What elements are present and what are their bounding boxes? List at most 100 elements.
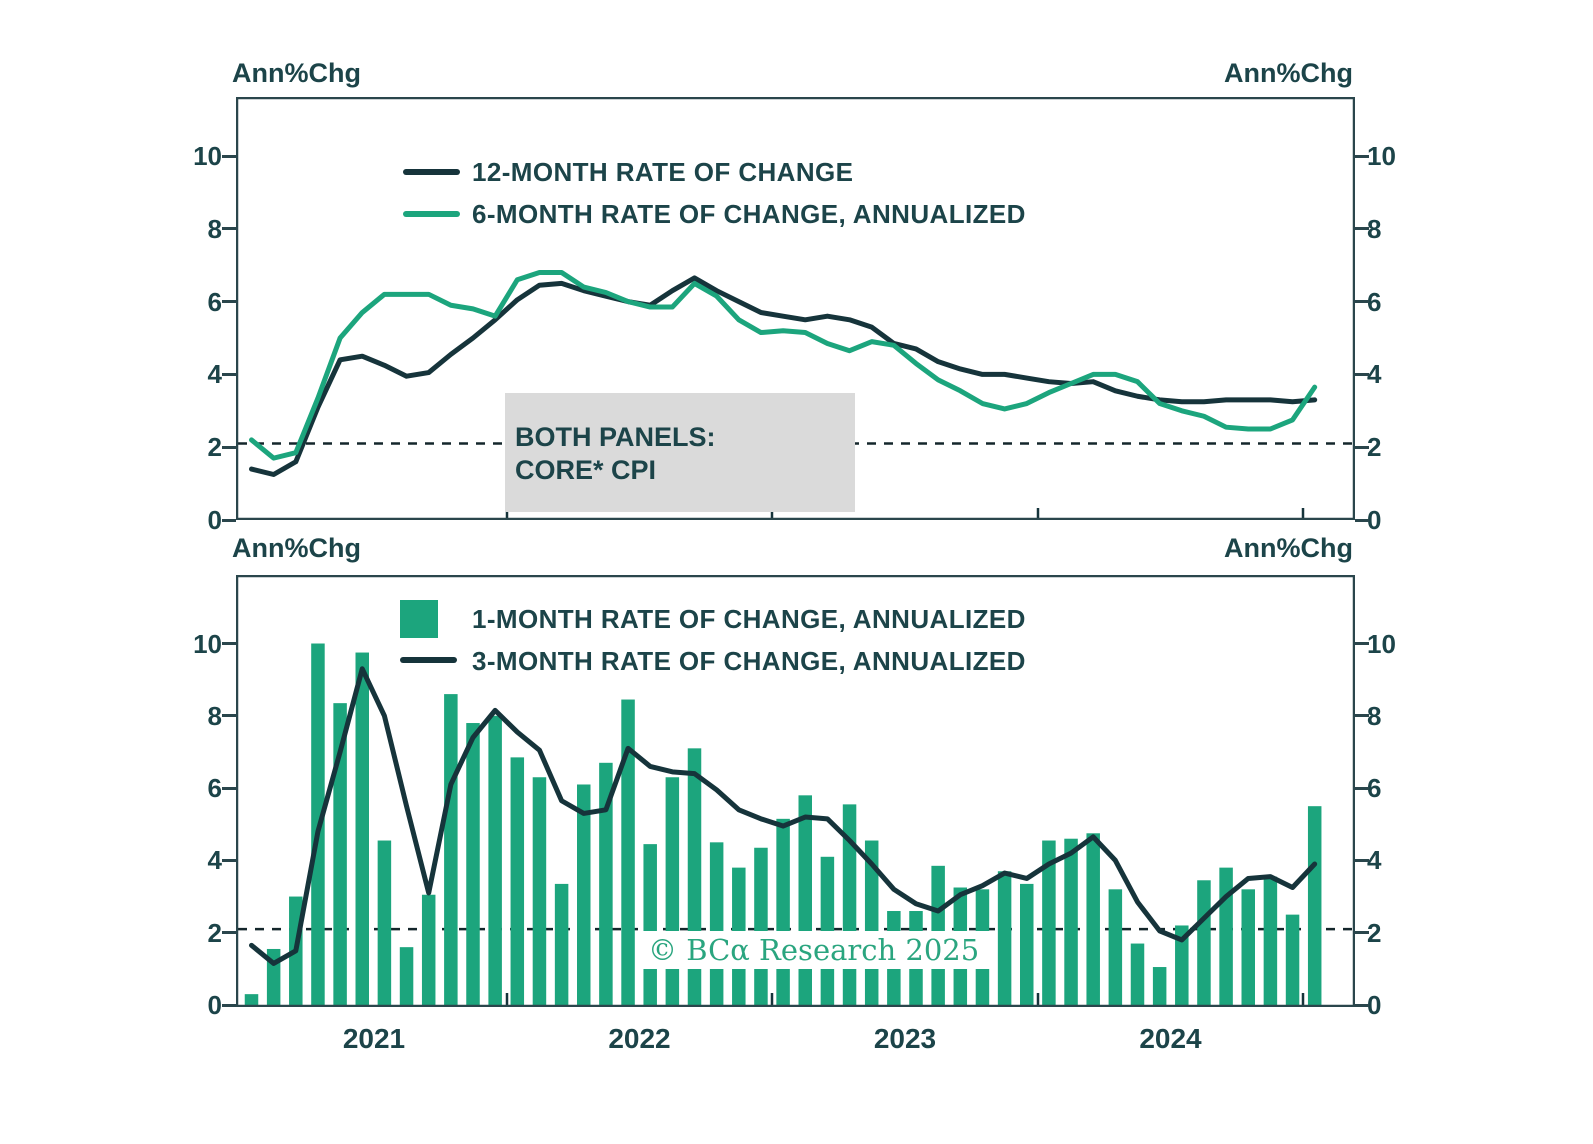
y-tick-mark — [222, 154, 236, 158]
bar-1m — [554, 883, 569, 1005]
y-tick-mark — [222, 786, 236, 790]
y-tick-mark — [1355, 642, 1369, 645]
bar-1m — [355, 652, 369, 1005]
y-tick-mark — [222, 714, 236, 718]
x-year-label: 2021 — [342, 1023, 406, 1054]
watermark: © BCα Research 2025 — [636, 931, 992, 969]
axis-label-top-right: Ann%Chg — [1224, 58, 1353, 88]
y-tick-label: 0 — [207, 505, 222, 535]
bar-1m — [532, 777, 547, 1005]
bar-1m — [1042, 840, 1056, 1005]
bar-1m — [333, 703, 347, 1005]
bar-1m — [754, 847, 768, 1005]
y-tick-label: 6 — [207, 286, 222, 317]
annotation-line-1: BOTH PANELS: — [515, 422, 716, 452]
legend-12m-label: 12-MONTH RATE OF CHANGE — [472, 157, 854, 187]
y-tick-label: 10 — [1367, 141, 1396, 171]
bar-1m — [798, 795, 812, 1005]
series-line — [249, 666, 1318, 966]
y-tick-label: 10 — [1367, 628, 1396, 659]
bar-1m — [399, 947, 414, 1005]
bar-1m — [421, 894, 436, 1005]
y-tick-mark — [222, 642, 236, 645]
panel-border — [235, 574, 1356, 1008]
y-tick-label: 8 — [207, 213, 222, 244]
panel-border — [235, 96, 1356, 521]
bar-1m — [621, 699, 635, 1005]
y-tick-label: 2 — [1367, 917, 1382, 948]
x-year-label: 2022 — [608, 1023, 671, 1054]
bar-1m — [1241, 889, 1255, 1005]
y-tick-label: 0 — [207, 990, 222, 1020]
bar-1m — [599, 762, 613, 1005]
y-tick-mark — [222, 372, 236, 376]
y-tick-mark — [222, 858, 236, 862]
bar-1m — [244, 994, 259, 1005]
y-tick-label: 4 — [1367, 359, 1382, 390]
y-tick-label: 4 — [1367, 845, 1382, 876]
legend-6m-swatch — [403, 211, 460, 217]
bar-1m — [510, 757, 525, 1005]
y-tick-mark — [222, 1003, 236, 1007]
bar-1m — [466, 723, 480, 1005]
y-tick-label: 10 — [193, 628, 222, 659]
bar-1m — [1020, 883, 1034, 1005]
bar-1m — [997, 871, 1012, 1005]
y-tick-label: 2 — [207, 432, 222, 463]
bar-1m — [1064, 838, 1078, 1005]
bar-1m — [643, 844, 657, 1005]
bar-1m — [1108, 889, 1123, 1005]
bar-1m — [1152, 967, 1167, 1005]
y-tick-label: 8 — [1367, 213, 1382, 244]
x-year-label: 2023 — [873, 1023, 937, 1054]
bar-1m — [1175, 925, 1189, 1005]
legend-1m-label: 1-MONTH RATE OF CHANGE, ANNUALIZED — [472, 604, 1026, 634]
y-tick-label: 8 — [1367, 700, 1382, 731]
bar-1m — [488, 715, 502, 1005]
y-tick-mark — [1355, 858, 1369, 862]
y-tick-mark — [222, 518, 236, 522]
bar-1m — [1307, 806, 1322, 1005]
y-tick-mark — [1355, 154, 1369, 158]
legend-12m-swatch — [403, 169, 460, 175]
y-tick-mark — [1355, 518, 1369, 522]
y-tick-label: 4 — [207, 845, 222, 876]
y-tick-label: 0 — [1367, 990, 1382, 1020]
annotation-line-2: CORE* CPI — [515, 455, 657, 485]
axis-label-bottom-left: Ann%Chg — [232, 533, 361, 563]
y-tick-mark — [222, 227, 236, 231]
top-panel — [235, 96, 1356, 525]
bar-1m — [577, 784, 591, 1005]
y-tick-mark — [222, 300, 236, 304]
series-line — [249, 269, 1318, 461]
y-tick-mark — [222, 445, 236, 449]
bar-1m — [1263, 876, 1278, 1005]
legend-3m-label: 3-MONTH RATE OF CHANGE, ANNUALIZED — [472, 646, 1026, 676]
y-tick-label: 6 — [207, 773, 222, 804]
y-tick-label: 2 — [207, 917, 222, 948]
legend-3m-swatch — [400, 657, 457, 663]
y-tick-mark — [222, 931, 236, 935]
axis-label-top-left: Ann%Chg — [232, 58, 361, 88]
y-tick-mark — [1355, 714, 1369, 718]
bar-1m — [776, 818, 790, 1005]
x-year-label: 2024 — [1139, 1023, 1202, 1054]
y-tick-label: 8 — [207, 700, 222, 731]
y-tick-mark — [1355, 300, 1369, 304]
legend-1m-swatch — [400, 600, 438, 638]
bar-1m — [1086, 833, 1100, 1005]
bar-1m — [1130, 943, 1145, 1005]
y-tick-mark — [1355, 445, 1369, 449]
bar-1m — [1285, 914, 1300, 1006]
y-tick-label: 10 — [193, 141, 222, 171]
axis-label-bottom-right: Ann%Chg — [1224, 533, 1353, 563]
y-tick-label: 6 — [1367, 773, 1382, 804]
legend-6m-label: 6-MONTH RATE OF CHANGE, ANNUALIZED — [472, 199, 1026, 229]
bar-1m — [444, 694, 458, 1005]
y-tick-mark — [1355, 931, 1369, 935]
y-tick-label: 2 — [1367, 432, 1382, 463]
y-tick-mark — [1355, 372, 1369, 376]
top-chart-svg — [235, 96, 1356, 521]
y-tick-label: 0 — [1367, 505, 1382, 535]
